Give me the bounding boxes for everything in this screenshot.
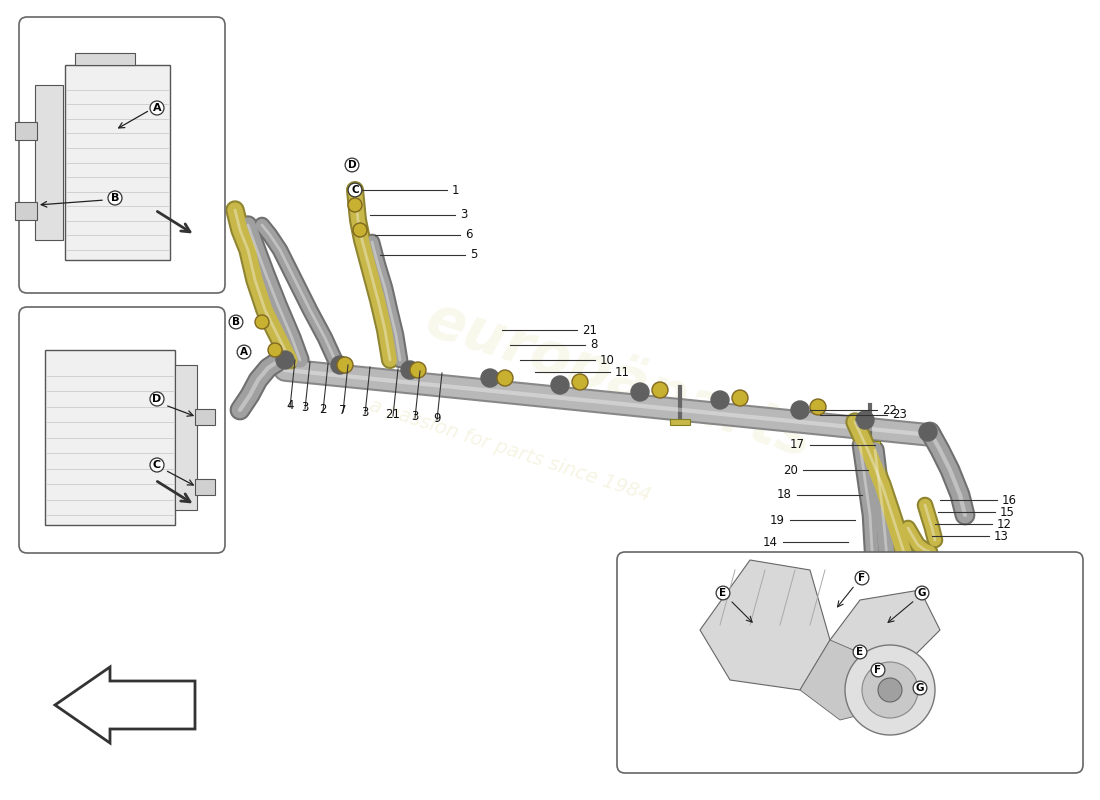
Text: F: F <box>874 665 881 675</box>
Bar <box>35 85 63 240</box>
Text: G: G <box>915 683 924 693</box>
Text: G: G <box>917 588 926 598</box>
Circle shape <box>497 370 513 386</box>
Circle shape <box>711 391 729 409</box>
Polygon shape <box>700 560 830 690</box>
Bar <box>195 409 214 425</box>
Text: 3: 3 <box>301 401 309 414</box>
Text: 16: 16 <box>1002 494 1018 506</box>
Circle shape <box>862 662 918 718</box>
Text: 18: 18 <box>777 489 792 502</box>
Circle shape <box>353 223 367 237</box>
Circle shape <box>410 362 426 378</box>
Circle shape <box>268 343 282 357</box>
Bar <box>670 419 690 425</box>
Text: 8: 8 <box>590 338 597 351</box>
Circle shape <box>276 351 294 369</box>
Bar <box>860 441 880 447</box>
Text: 14: 14 <box>763 535 778 549</box>
Circle shape <box>865 632 891 658</box>
Text: 13: 13 <box>994 530 1009 542</box>
Bar <box>15 122 37 140</box>
Text: 1: 1 <box>452 183 460 197</box>
Bar <box>195 479 214 495</box>
Circle shape <box>878 678 902 702</box>
Bar <box>75 53 135 65</box>
Circle shape <box>918 423 937 441</box>
Bar <box>65 65 170 260</box>
FancyBboxPatch shape <box>19 17 226 293</box>
Text: 7: 7 <box>339 404 346 417</box>
Text: 20: 20 <box>783 463 798 477</box>
Text: 12: 12 <box>997 518 1012 530</box>
Text: 3: 3 <box>361 406 368 419</box>
Circle shape <box>631 383 649 401</box>
Circle shape <box>481 369 499 387</box>
Circle shape <box>810 399 826 415</box>
Circle shape <box>402 361 419 379</box>
Text: E: E <box>857 647 864 657</box>
Text: 9: 9 <box>433 412 441 425</box>
Text: 23: 23 <box>892 409 906 422</box>
Text: a passion for parts since 1984: a passion for parts since 1984 <box>367 395 653 505</box>
Text: 3: 3 <box>411 410 419 423</box>
Text: D: D <box>153 394 162 404</box>
Text: 15: 15 <box>1000 506 1015 518</box>
Text: 21: 21 <box>385 408 400 421</box>
Circle shape <box>908 661 930 683</box>
FancyArrow shape <box>55 667 195 743</box>
FancyBboxPatch shape <box>617 552 1084 773</box>
Polygon shape <box>800 640 900 720</box>
Circle shape <box>348 198 362 212</box>
Circle shape <box>551 376 569 394</box>
Text: europäparts: europäparts <box>419 290 821 470</box>
Text: B: B <box>232 317 240 327</box>
Text: 5: 5 <box>470 249 477 262</box>
Circle shape <box>652 382 668 398</box>
Text: 3: 3 <box>460 209 467 222</box>
Bar <box>175 365 197 510</box>
Circle shape <box>856 411 875 429</box>
Circle shape <box>337 357 353 373</box>
Text: 6: 6 <box>465 229 473 242</box>
Text: 4: 4 <box>286 399 294 412</box>
Circle shape <box>845 645 935 735</box>
Text: 21: 21 <box>582 323 597 337</box>
FancyBboxPatch shape <box>19 307 226 553</box>
Text: 22: 22 <box>882 403 896 417</box>
Circle shape <box>732 390 748 406</box>
Text: C: C <box>351 185 359 195</box>
Circle shape <box>331 356 349 374</box>
Text: 17: 17 <box>790 438 805 451</box>
Circle shape <box>255 315 270 329</box>
Bar <box>45 350 175 525</box>
Text: 2: 2 <box>319 403 327 416</box>
Polygon shape <box>830 590 940 685</box>
Circle shape <box>572 374 588 390</box>
Bar <box>15 202 37 220</box>
Text: B: B <box>111 193 119 203</box>
Text: C: C <box>153 460 161 470</box>
Text: 11: 11 <box>615 366 630 378</box>
Text: 10: 10 <box>600 354 615 366</box>
Text: A: A <box>240 347 248 357</box>
Text: E: E <box>719 588 727 598</box>
Text: A: A <box>153 103 162 113</box>
Text: D: D <box>348 160 356 170</box>
Circle shape <box>791 401 808 419</box>
Text: F: F <box>858 573 866 583</box>
Text: 19: 19 <box>770 514 785 526</box>
